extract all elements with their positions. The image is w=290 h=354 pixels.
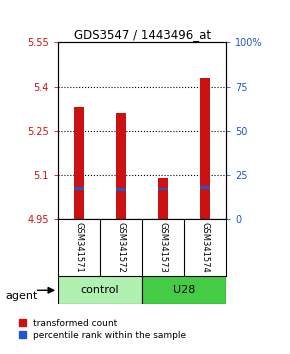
Bar [200, 187, 211, 189]
Text: GSM341573: GSM341573 [159, 222, 168, 273]
Bar [200, 78, 211, 219]
Text: control: control [81, 285, 119, 295]
Bar [116, 113, 126, 219]
Bar [158, 178, 168, 219]
Bar [74, 187, 84, 190]
Bar [158, 188, 168, 190]
Bar [142, 276, 226, 304]
Bar [74, 107, 84, 219]
Text: GSM341572: GSM341572 [117, 222, 126, 273]
Text: GSM341571: GSM341571 [75, 222, 84, 273]
Bar [58, 276, 142, 304]
Text: agent: agent [6, 291, 38, 301]
Legend: transformed count, percentile rank within the sample: transformed count, percentile rank withi… [19, 319, 186, 339]
Text: U28: U28 [173, 285, 195, 295]
Bar [116, 188, 126, 190]
Text: GSM341574: GSM341574 [201, 222, 210, 273]
Title: GDS3547 / 1443496_at: GDS3547 / 1443496_at [74, 28, 211, 41]
